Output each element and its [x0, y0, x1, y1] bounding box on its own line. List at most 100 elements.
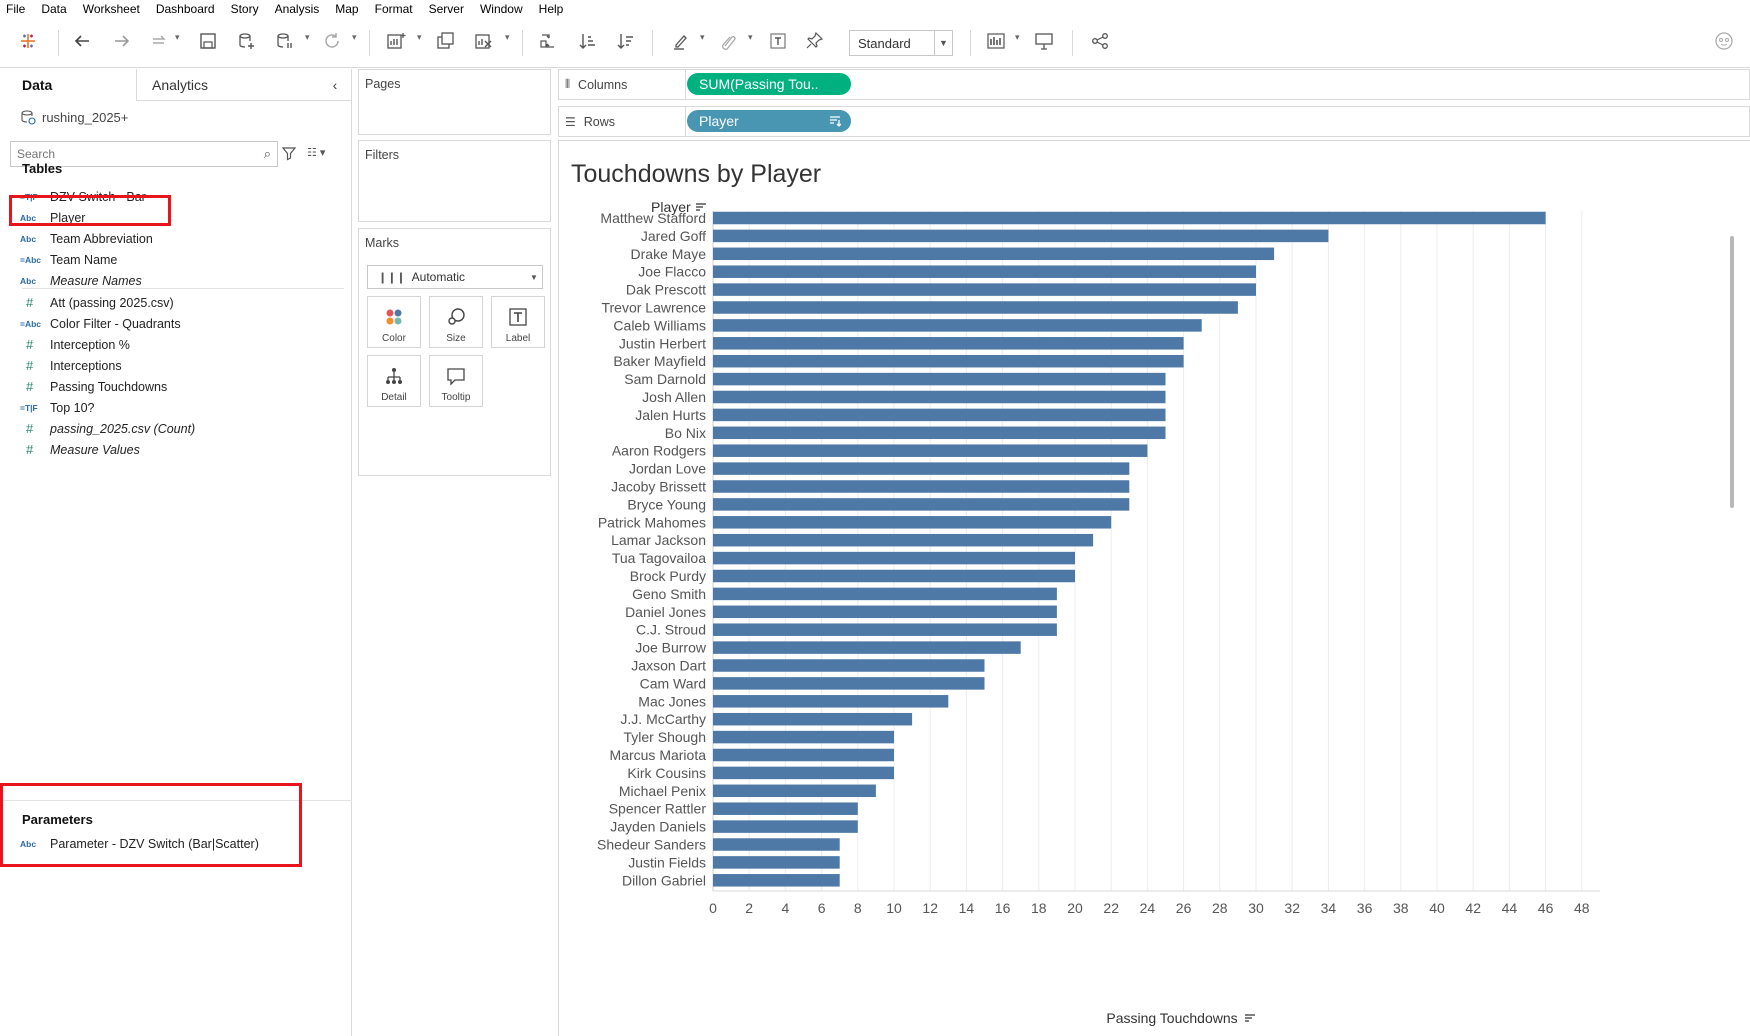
field-item[interactable]: =Abc Team Name [0, 249, 345, 270]
bar[interactable] [713, 211, 1546, 225]
category-label[interactable]: Michael Penix [619, 783, 706, 799]
replay-icon[interactable] [146, 28, 174, 54]
bar[interactable] [713, 462, 1130, 475]
bar[interactable] [713, 337, 1184, 350]
bar[interactable] [713, 730, 894, 744]
bar[interactable] [713, 354, 1184, 368]
clear-sheet-icon[interactable] [470, 28, 498, 54]
bar[interactable] [713, 408, 1166, 422]
field-item[interactable]: =Abc Color Filter - Quadrants [0, 313, 345, 334]
bar[interactable] [713, 874, 840, 887]
category-label[interactable]: Shedeur Sanders [597, 837, 706, 853]
category-label[interactable]: Tua Tagovailoa [612, 550, 706, 566]
columns-shelf[interactable]: ⫴ Columns SUM(Passing Tou.. [558, 69, 1750, 100]
category-label[interactable]: Cam Ward [640, 675, 706, 691]
field-item[interactable]: Abc Measure Names [0, 270, 345, 291]
bar[interactable] [713, 480, 1130, 493]
bar[interactable] [713, 641, 1021, 654]
duplicate-sheet-icon[interactable] [432, 28, 460, 54]
bar[interactable] [713, 605, 1057, 619]
tableau-logo-icon[interactable] [14, 28, 42, 54]
bar[interactable] [713, 533, 1094, 547]
sort-icon[interactable] [1244, 1012, 1256, 1024]
category-label[interactable]: Brock Purdy [630, 568, 706, 584]
search-input[interactable] [11, 147, 246, 161]
bar[interactable] [713, 265, 1256, 278]
bar[interactable] [713, 444, 1148, 457]
bar[interactable] [713, 659, 985, 672]
menu-item-server[interactable]: Server [428, 2, 464, 16]
detail-button[interactable]: Detail [367, 355, 421, 407]
axis-title[interactable]: Passing Touchdowns [559, 1010, 1750, 1026]
redo-icon[interactable] [108, 28, 136, 54]
category-label[interactable]: Bryce Young [627, 496, 706, 512]
category-label[interactable]: Jaxson Dart [631, 658, 706, 674]
bar[interactable] [713, 498, 1130, 511]
bar[interactable] [713, 856, 840, 869]
new-worksheet-icon[interactable] [382, 28, 410, 54]
field-item[interactable]: # Measure Values [0, 439, 345, 460]
columns-pill[interactable]: SUM(Passing Tou.. [687, 73, 851, 95]
collapse-pane-icon[interactable]: ‹ [332, 77, 338, 93]
field-item[interactable]: =T|F Top 10? [0, 397, 345, 418]
new-datasource-icon[interactable] [232, 28, 260, 54]
category-label[interactable]: Caleb Williams [613, 317, 706, 333]
tab-analytics[interactable]: Analytics [152, 77, 209, 93]
category-label[interactable]: Jared Goff [641, 228, 706, 244]
category-label[interactable]: Matthew Stafford [600, 210, 706, 226]
highlight-icon[interactable] [666, 28, 694, 54]
bar[interactable] [713, 390, 1166, 404]
bar[interactable] [713, 695, 949, 708]
datasource-item[interactable]: rushing_2025+ [20, 107, 128, 127]
category-label[interactable]: Lamar Jackson [611, 532, 706, 548]
category-label[interactable]: Aaron Rodgers [612, 443, 706, 459]
color-button[interactable]: Color [367, 296, 421, 348]
parameter-item[interactable]: Abc Parameter - DZV Switch (Bar|Scatter) [0, 833, 345, 854]
bar[interactable] [713, 372, 1166, 386]
menu-item-dashboard[interactable]: Dashboard [155, 2, 215, 16]
category-label[interactable]: Spencer Rattler [609, 801, 707, 817]
category-label[interactable]: Drake Maye [631, 246, 707, 262]
category-label[interactable]: J.J. McCarthy [620, 711, 706, 727]
bar[interactable] [713, 551, 1075, 565]
category-label[interactable]: Baker Mayfield [613, 353, 706, 369]
category-label[interactable]: Marcus Mariota [610, 747, 707, 763]
category-label[interactable]: Kirk Cousins [627, 765, 706, 781]
presentation-mode-icon[interactable] [1030, 28, 1058, 54]
pages-card[interactable]: Pages [358, 69, 551, 135]
fix-axes-icon[interactable] [800, 28, 828, 54]
undo-icon[interactable] [68, 28, 96, 54]
bar[interactable] [713, 301, 1238, 314]
bar[interactable] [713, 229, 1329, 243]
swap-rows-columns-icon[interactable] [534, 28, 562, 54]
vertical-scrollbar[interactable] [1730, 236, 1734, 508]
menu-item-map[interactable]: Map [335, 2, 359, 16]
menu-item-format[interactable]: Format [374, 2, 413, 16]
filters-card[interactable]: Filters [358, 140, 551, 222]
bar[interactable] [713, 623, 1057, 636]
category-label[interactable]: Trevor Lawrence [601, 300, 706, 316]
field-item[interactable]: Abc Player [0, 207, 345, 228]
save-icon[interactable] [194, 28, 222, 54]
bar[interactable] [713, 712, 913, 726]
category-label[interactable]: Josh Allen [642, 389, 706, 405]
category-label[interactable]: Justin Herbert [619, 335, 706, 351]
field-item[interactable]: Abc Team Abbreviation [0, 228, 345, 249]
size-button[interactable]: Size [429, 296, 483, 348]
category-label[interactable]: C.J. Stroud [636, 622, 706, 638]
sort-descending-icon[interactable] [612, 28, 640, 54]
menu-item-analysis[interactable]: Analysis [274, 2, 320, 16]
share-icon[interactable] [1086, 28, 1114, 54]
tab-data[interactable]: Data [0, 69, 137, 101]
category-label[interactable]: Mac Jones [638, 693, 706, 709]
field-item[interactable]: # passing_2025.csv (Count) [0, 418, 345, 439]
bar[interactable] [713, 820, 858, 833]
category-label[interactable]: Joe Burrow [635, 640, 707, 656]
field-item[interactable]: # Passing Touchdowns [0, 376, 345, 397]
rows-pill[interactable]: Player [687, 110, 851, 132]
menu-item-window[interactable]: Window [479, 2, 523, 16]
bar[interactable] [713, 426, 1166, 440]
fit-dropdown[interactable]: Standard ▼ [849, 30, 953, 56]
category-label[interactable]: Tyler Shough [624, 729, 707, 745]
show-mark-labels-icon[interactable] [764, 28, 792, 54]
